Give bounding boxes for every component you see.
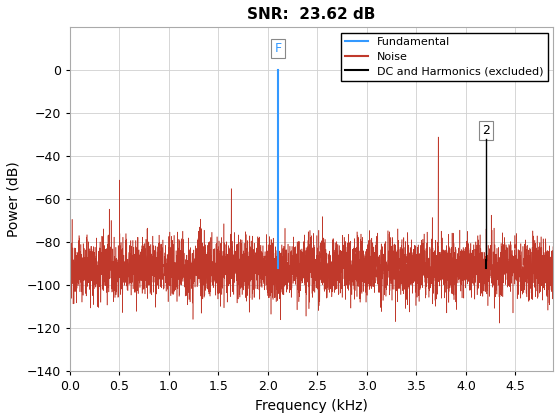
Noise bbox=[293, 271, 300, 276]
Noise bbox=[361, 260, 368, 265]
Text: 2: 2 bbox=[482, 124, 489, 137]
Text: F: F bbox=[274, 42, 281, 55]
DC and Harmonics (excluded) bbox=[482, 257, 489, 262]
Fundamental bbox=[274, 266, 281, 271]
Title: SNR:  23.62 dB: SNR: 23.62 dB bbox=[248, 7, 376, 22]
Noise bbox=[348, 271, 354, 276]
Noise bbox=[83, 247, 90, 252]
Noise bbox=[435, 134, 441, 139]
Noise bbox=[67, 269, 73, 274]
Y-axis label: Power (dB): Power (dB) bbox=[7, 162, 21, 237]
DC and Harmonics (excluded) bbox=[482, 266, 489, 271]
Noise bbox=[496, 320, 503, 326]
Noise bbox=[435, 250, 442, 255]
Noise bbox=[549, 244, 556, 249]
Noise bbox=[252, 271, 259, 276]
X-axis label: Frequency (kHz): Frequency (kHz) bbox=[255, 399, 368, 413]
Legend: Fundamental, Noise, DC and Harmonics (excluded): Fundamental, Noise, DC and Harmonics (ex… bbox=[341, 33, 548, 81]
Fundamental bbox=[274, 68, 281, 73]
Line: Noise: Noise bbox=[70, 137, 553, 323]
